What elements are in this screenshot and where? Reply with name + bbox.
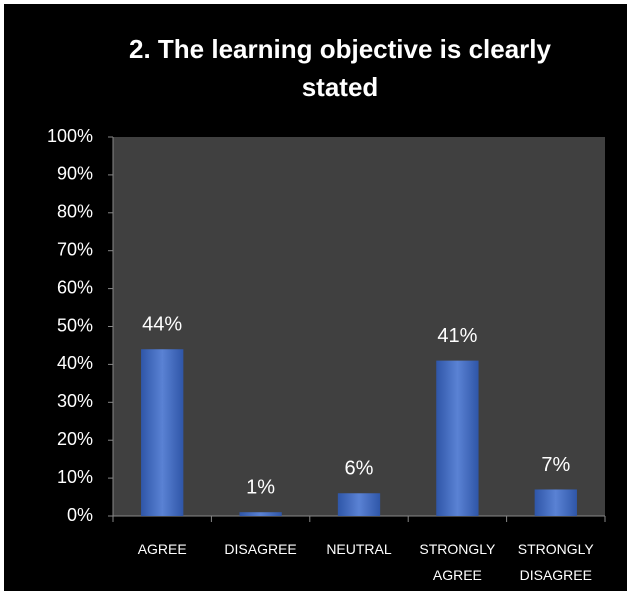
y-tick-label: 10% [57,467,93,487]
bar [337,493,381,516]
data-label: 1% [246,476,275,498]
chart-title: 2. The learning objective is clearly sta… [129,34,551,102]
plot-area [113,137,605,516]
x-tick-label: NEUTRAL [326,541,392,557]
x-tick-label: AGREE [137,541,187,557]
data-label: 6% [345,458,374,480]
y-tick-label: 0% [67,505,93,525]
data-label: 44% [142,314,182,336]
y-tick-label: 70% [57,239,93,259]
y-tick-label: 40% [57,353,93,373]
y-tick-label: 60% [57,277,93,297]
y-tick-label: 100% [47,126,93,146]
data-label: 7% [541,454,570,476]
x-tick-label: STRONGLY DISAGREE [517,541,594,583]
y-tick-label: 50% [57,315,93,335]
bar [141,349,184,516]
data-label: 41% [437,325,477,347]
y-tick-label: 20% [57,429,93,449]
y-tick-label: 80% [57,202,93,222]
bar [436,360,479,516]
bar [239,512,282,516]
bar [534,489,577,516]
x-tick-label: DISAGREE [224,541,297,557]
y-tick-label: 90% [57,164,93,184]
y-tick-label: 30% [57,391,93,411]
x-tick-label: STRONGLY AGREE [419,541,496,583]
